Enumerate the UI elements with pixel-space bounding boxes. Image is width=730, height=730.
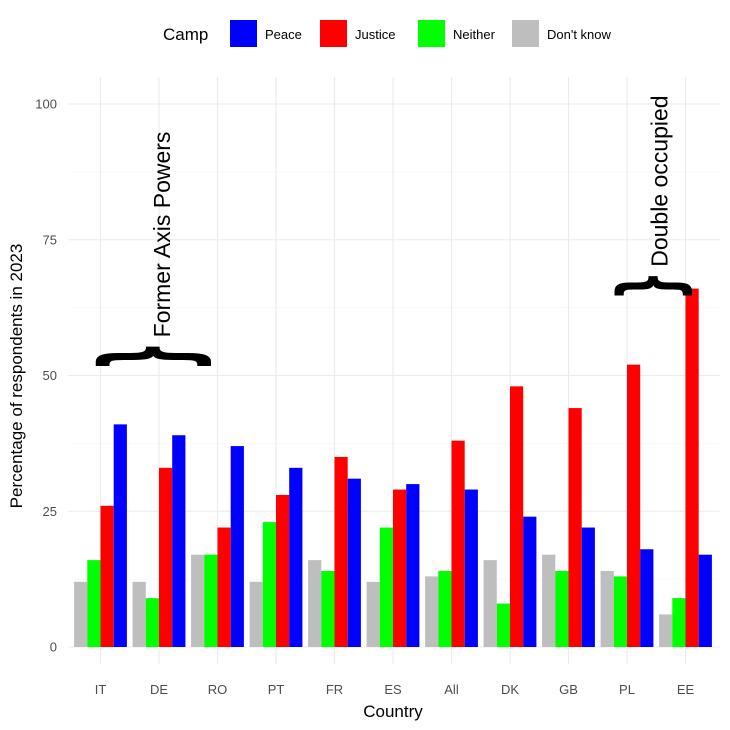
y-tick-label: 25 <box>43 504 57 519</box>
legend-key <box>230 20 257 47</box>
bar-All-peace <box>464 489 478 647</box>
bar-PT-neither <box>262 522 276 647</box>
bar-DE-justice <box>159 467 173 647</box>
bar-EE-justice <box>685 288 699 647</box>
bar-GB-neither <box>555 570 569 647</box>
bar-EE-neither <box>672 598 686 647</box>
bar-All-don-t-know <box>425 576 439 647</box>
legend-label: Neither <box>453 27 496 42</box>
bar-PL-peace <box>640 549 654 647</box>
bar-PT-justice <box>276 494 290 647</box>
bar-IT-neither <box>87 560 101 647</box>
legend-label: Peace <box>265 27 302 42</box>
brace-icon: { <box>608 271 705 301</box>
y-tick-label: 75 <box>43 232 57 247</box>
legend: Camp Peace Justice Neither Don't know <box>163 20 612 47</box>
bar-ES-peace <box>406 484 420 647</box>
bar-IT-peace <box>113 424 127 647</box>
bar-EE-peace <box>698 554 712 647</box>
x-tick-label: PL <box>619 682 635 697</box>
bar-DK-neither <box>496 603 510 647</box>
x-tick-label: PT <box>268 682 285 697</box>
legend-item-don-t-know: Don't know <box>512 20 612 47</box>
y-tick-label: 0 <box>50 640 57 655</box>
bar-All-neither <box>438 570 452 647</box>
bar-DE-neither <box>145 598 159 647</box>
legend-key <box>418 20 445 47</box>
legend-title: Camp <box>163 25 208 44</box>
bar-PL-don-t-know <box>600 570 614 647</box>
x-tick-label: GB <box>559 682 578 697</box>
bar-ES-justice <box>393 489 407 647</box>
bar-PL-neither <box>613 576 627 647</box>
bar-DK-don-t-know <box>483 560 497 647</box>
bar-GB-don-t-know <box>542 554 556 647</box>
legend-item-neither: Neither <box>418 20 496 47</box>
x-tick-label: DK <box>501 682 519 697</box>
legend-item-peace: Peace <box>230 20 302 47</box>
x-axis-ticks: IT DE RO PT FR ES All DK GB PL EE <box>95 682 695 697</box>
bar-RO-peace <box>230 446 244 647</box>
bar-RO-don-t-know <box>191 554 205 647</box>
bar-FR-neither <box>321 570 335 647</box>
legend-item-justice: Justice <box>320 20 395 47</box>
legend-label: Don't know <box>547 27 612 42</box>
bar-All-justice <box>451 440 465 647</box>
bar-IT-justice <box>100 505 114 647</box>
bar-PT-peace <box>289 467 303 647</box>
x-axis-title: Country <box>363 702 423 721</box>
x-tick-label: FR <box>326 682 343 697</box>
bar-ES-neither <box>379 527 393 647</box>
bar-FR-don-t-know <box>308 560 322 647</box>
x-tick-label: ES <box>384 682 402 697</box>
bar-DE-don-t-know <box>132 581 146 647</box>
brace-icon: { <box>87 341 232 371</box>
x-tick-label: IT <box>95 682 107 697</box>
y-tick-label: 50 <box>43 368 57 383</box>
x-tick-label: All <box>444 682 459 697</box>
bar-DK-peace <box>523 516 537 647</box>
x-tick-label: RO <box>208 682 228 697</box>
y-tick-label: 100 <box>35 97 57 112</box>
x-tick-label: DE <box>150 682 168 697</box>
legend-key <box>320 20 347 47</box>
bar-GB-peace <box>581 527 595 647</box>
bar-PT-don-t-know <box>249 581 263 647</box>
bar-EE-don-t-know <box>659 614 673 647</box>
annotation-2: { Double occupied <box>608 95 705 300</box>
bar-DK-justice <box>510 386 524 647</box>
annotation-label: Former Axis Powers <box>149 132 175 338</box>
bar-IT-don-t-know <box>74 581 88 647</box>
bar-GB-justice <box>568 408 582 647</box>
bar-DE-peace <box>172 435 186 647</box>
legend-key <box>512 20 539 47</box>
annotation-label: Double occupied <box>646 95 672 266</box>
bar-PL-justice <box>627 364 641 647</box>
annotation-1: { Former Axis Powers <box>87 132 232 372</box>
annotations: { Former Axis Powers { Double occupied <box>87 95 706 371</box>
bars <box>74 288 712 647</box>
bar-RO-neither <box>204 554 218 647</box>
bar-RO-justice <box>217 527 231 647</box>
y-axis-title: Percentage of respondents in 2023 <box>7 244 26 509</box>
legend-label: Justice <box>355 27 395 42</box>
x-tick-label: EE <box>677 682 695 697</box>
bar-FR-peace <box>347 478 361 647</box>
y-axis-ticks: 0 25 50 75 100 <box>35 97 57 655</box>
bar-FR-justice <box>334 456 348 647</box>
bar-ES-don-t-know <box>366 581 380 647</box>
